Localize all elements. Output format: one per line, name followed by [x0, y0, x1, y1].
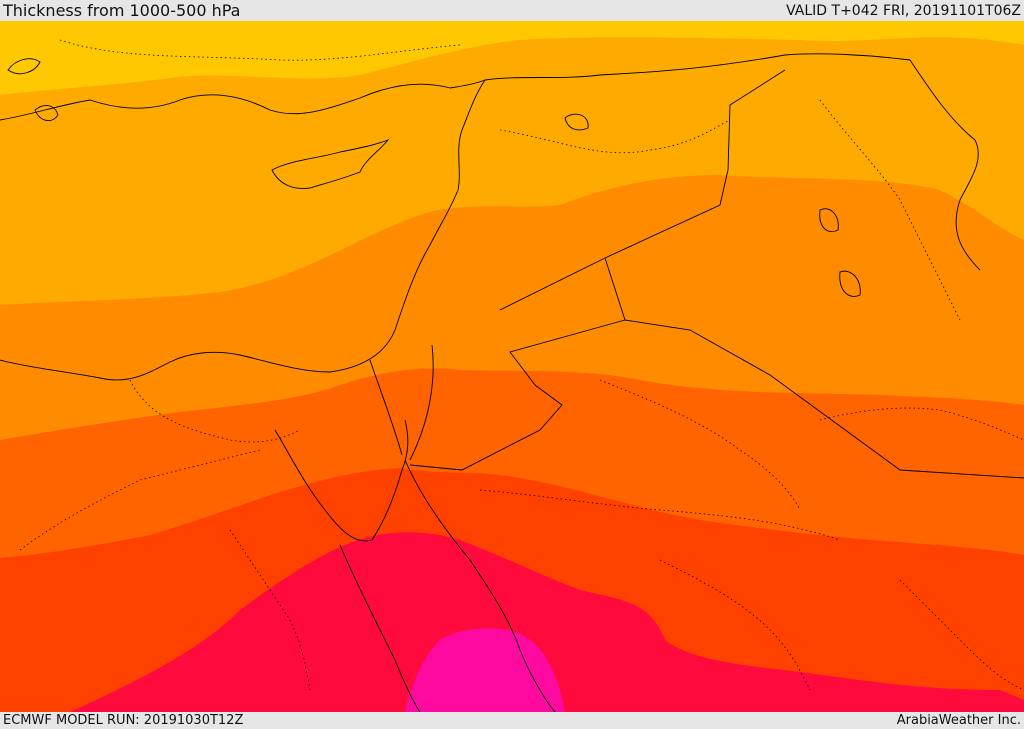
map-canvas: [0, 21, 1024, 712]
model-run: ECMWF MODEL RUN: 20191030T12Z: [3, 713, 244, 728]
map-header: Thickness from 1000-500 hPa VALID T+042 …: [0, 0, 1024, 21]
internal-boundaries: [19, 39, 1024, 691]
thickness-map: [0, 21, 1024, 712]
credit: ArabiaWeather Inc.: [896, 713, 1021, 728]
thickness-band-6: [70, 532, 1024, 712]
map-footer: ECMWF MODEL RUN: 20191030T12Z ArabiaWeat…: [0, 712, 1024, 729]
map-title: Thickness from 1000-500 hPa: [3, 1, 241, 20]
valid-time: VALID T+042 FRI, 20191101T06Z: [786, 2, 1021, 19]
coastlines: [0, 53, 1024, 712]
thickness-band-7: [405, 628, 565, 712]
